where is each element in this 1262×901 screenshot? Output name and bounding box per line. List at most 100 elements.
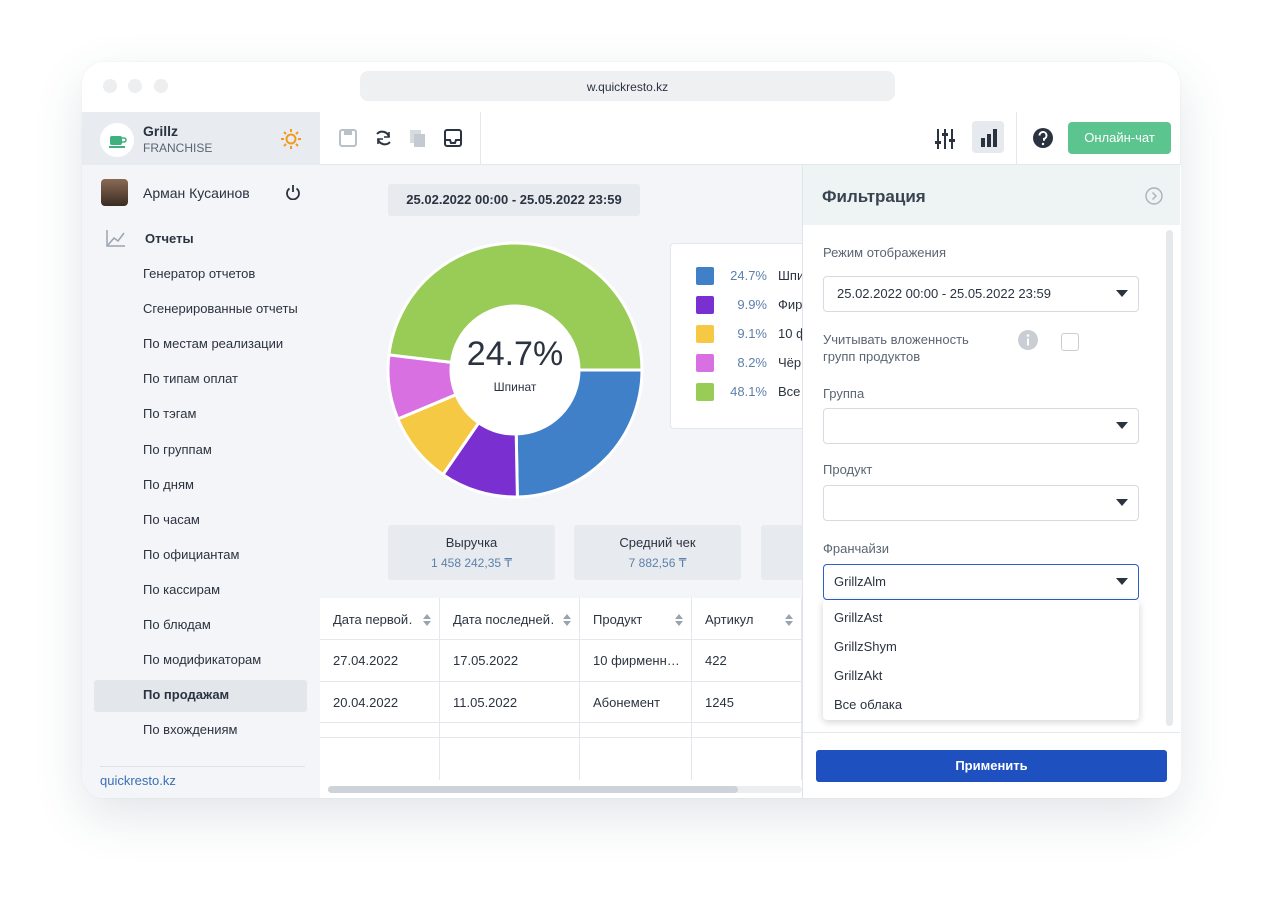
mode-value: 25.02.2022 00:00 - 25.05.2022 23:59: [837, 286, 1051, 301]
menu-item[interactable]: По часам: [143, 511, 200, 527]
menu-item[interactable]: По дням: [143, 476, 194, 492]
column-header[interactable]: Дата первой…: [333, 612, 413, 627]
theme-toggle[interactable]: [280, 128, 302, 150]
menu-item[interactable]: По тэгам: [143, 406, 197, 422]
table-cell: [320, 682, 440, 723]
legend-value: 8.2%: [737, 355, 767, 370]
divider: [100, 766, 305, 767]
legend-label: Чёр: [778, 355, 802, 370]
help-button[interactable]: [1032, 127, 1054, 149]
legend-swatch: [696, 325, 714, 343]
url-bar[interactable]: [360, 71, 895, 101]
nesting-checkbox[interactable]: [1061, 333, 1079, 351]
menu-item[interactable]: Сгенерированные отчеты: [143, 301, 298, 317]
menu-item[interactable]: По типам оплат: [143, 371, 238, 387]
apply-button-label: Применить: [955, 758, 1028, 773]
sort-icon[interactable]: [563, 621, 571, 626]
logo-icon: [109, 136, 127, 148]
menu-item[interactable]: По блюдам: [143, 617, 211, 632]
window-dot: [103, 79, 117, 93]
table-cell: [692, 723, 802, 738]
window-dot: [128, 79, 142, 93]
franchise-value: GrillzAlm: [834, 574, 886, 589]
table-cell: [440, 640, 580, 682]
collapse-button[interactable]: [1145, 187, 1163, 205]
menu-item[interactable]: По кассирам: [143, 581, 221, 597]
table-cell: [580, 640, 692, 682]
menu-item[interactable]: По модификаторам: [143, 652, 262, 668]
menu-item[interactable]: По группам: [143, 441, 212, 457]
dropdown-option[interactable]: GrillzAst: [834, 610, 883, 625]
table-cell-text: 1245: [705, 695, 734, 710]
user-name: Арман Кусаинов: [143, 185, 250, 201]
menu-item-selected[interactable]: [94, 680, 307, 713]
field-label: Франчайзи: [823, 541, 890, 556]
toolbar-icons[interactable]: [338, 128, 468, 150]
filter-title: Фильтрация: [822, 187, 926, 206]
table-cell: [440, 682, 580, 723]
center-label: Шпинат: [494, 380, 537, 394]
column-header[interactable]: Продукт: [593, 612, 643, 627]
field-label: Режим отображения: [823, 245, 946, 260]
franchise-select[interactable]: [823, 564, 1139, 600]
franchise-dropdown: [823, 600, 1139, 720]
legend-value: 48.1%: [730, 384, 767, 399]
product-select[interactable]: [823, 485, 1139, 521]
table-cell: [440, 598, 580, 640]
sort-icon[interactable]: [675, 614, 683, 619]
menu-item[interactable]: Генератор отчетов: [143, 266, 256, 281]
legend-label: Все: [778, 384, 801, 399]
dropdown-option[interactable]: Все облака: [834, 697, 903, 712]
logout-button[interactable]: [285, 184, 301, 200]
filter-header: [803, 165, 1180, 225]
column-header[interactable]: Артикул: [705, 612, 754, 627]
dropdown-option[interactable]: GrillzAkt: [834, 668, 883, 683]
kpi-label: Средний чек: [619, 535, 696, 550]
group-select[interactable]: [823, 408, 1139, 444]
legend-value: 9.9%: [737, 297, 767, 312]
mode-select[interactable]: [823, 276, 1139, 312]
legend-swatch: [696, 383, 714, 401]
field-label: Учитывать вложенность: [823, 332, 969, 347]
v-scroll[interactable]: [1166, 230, 1173, 726]
table-cell-text: 20.04.2022: [333, 695, 399, 710]
info-icon[interactable]: [1018, 330, 1038, 350]
legend-swatch: [696, 296, 714, 314]
column-header[interactable]: Дата последней…: [453, 612, 553, 627]
menu-item[interactable]: По вхождениям: [143, 722, 238, 738]
separator: [1016, 112, 1017, 165]
kpi-card: [388, 525, 555, 580]
brand-name: Grillz: [143, 123, 179, 139]
period: 25.02.2022 00:00 - 25.05.2022 23:59: [406, 192, 622, 207]
kpi-value: 1 458 242,35 ₸: [430, 556, 513, 570]
divider: [803, 732, 1180, 733]
sort-icon[interactable]: [785, 621, 793, 626]
table-cell: [580, 598, 692, 640]
table-cell-text: 422: [705, 653, 727, 668]
h-scroll-thumb[interactable]: [328, 786, 738, 793]
sort-icon[interactable]: [785, 614, 793, 619]
legend-swatch: [696, 267, 714, 285]
table-cell: [692, 598, 802, 640]
menu-item[interactable]: По продажам: [143, 687, 230, 703]
chat-button[interactable]: [1068, 122, 1171, 154]
url: w.quickresto.kz: [586, 80, 669, 94]
dropdown-option[interactable]: GrillzShym: [834, 639, 897, 654]
legend-label: 10 ф: [778, 326, 807, 341]
apply-button[interactable]: [816, 750, 1167, 782]
table-cell: [320, 738, 440, 780]
table-cell: [440, 723, 580, 738]
menu-item[interactable]: По местам реализации: [143, 336, 284, 352]
sort-icon[interactable]: [675, 621, 683, 626]
window-dot: [154, 79, 168, 93]
sort-icon[interactable]: [563, 614, 571, 619]
sort-icon[interactable]: [423, 614, 431, 619]
toolbar-border: [320, 164, 1180, 165]
menu-item[interactable]: По официантам: [143, 546, 240, 562]
period-pill: [388, 184, 640, 216]
footer-link[interactable]: quickresto.kz: [100, 773, 176, 788]
settings-button[interactable]: [934, 128, 956, 150]
sort-icon[interactable]: [423, 621, 431, 626]
table-cell: [580, 723, 692, 738]
